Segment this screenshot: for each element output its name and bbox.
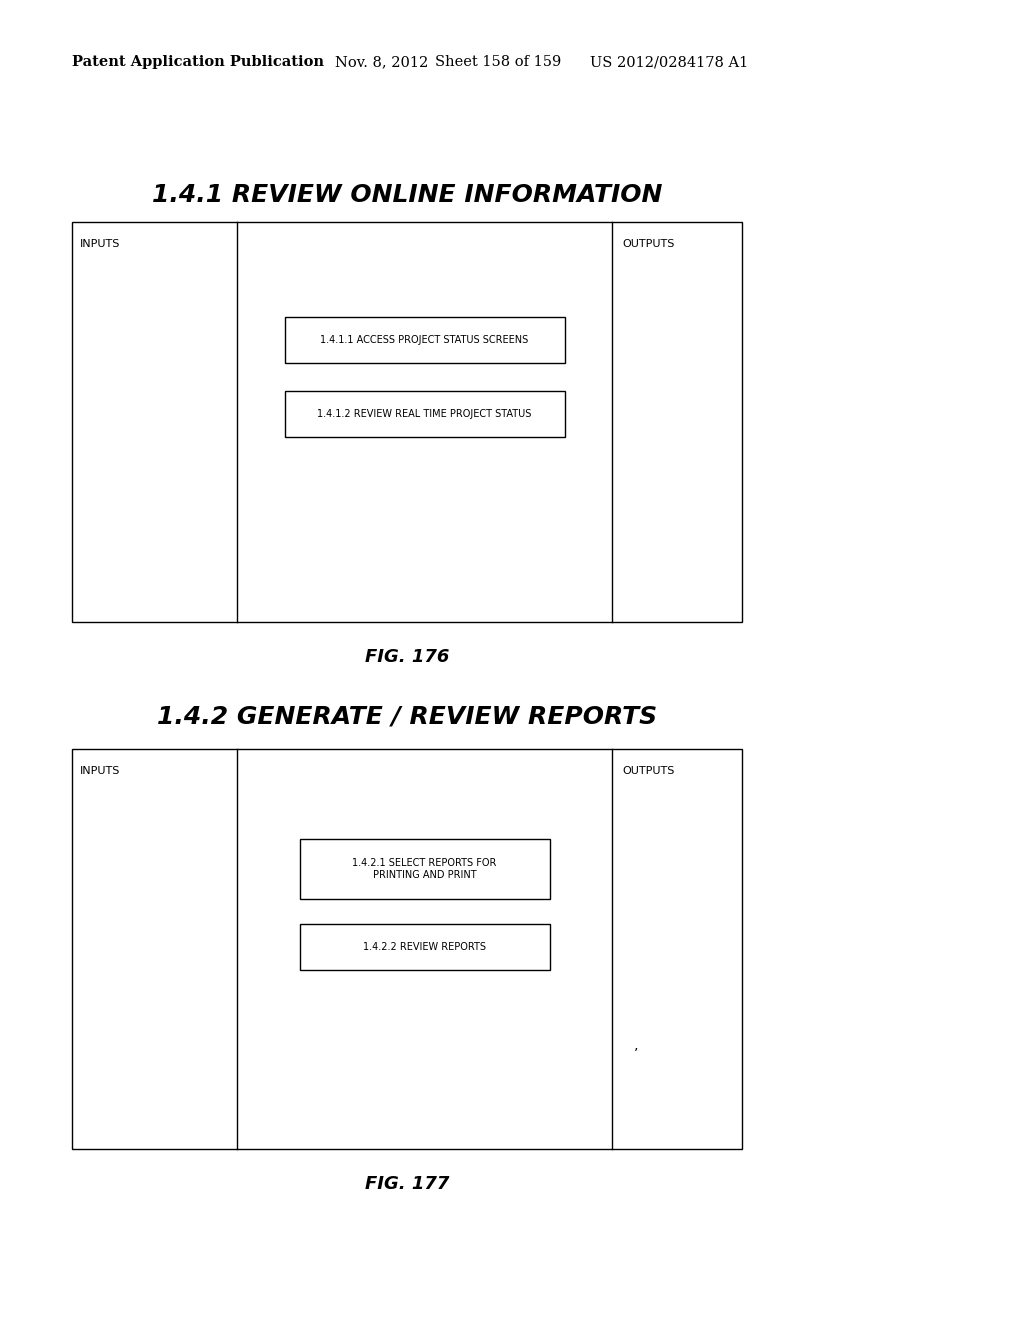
Text: ’: ’ (634, 1047, 638, 1061)
Bar (285, 391, 564, 437)
Text: INPUTS: INPUTS (80, 766, 121, 776)
Bar (72, 748, 742, 1148)
Bar (299, 840, 550, 899)
Text: US 2012/0284178 A1: US 2012/0284178 A1 (590, 55, 749, 69)
Text: 1.4.2.1 SELECT REPORTS FOR
PRINTING AND PRINT: 1.4.2.1 SELECT REPORTS FOR PRINTING AND … (352, 858, 497, 880)
Text: FIG. 176: FIG. 176 (365, 648, 450, 667)
Text: OUTPUTS: OUTPUTS (622, 239, 675, 249)
Text: FIG. 177: FIG. 177 (365, 1175, 450, 1193)
Text: INPUTS: INPUTS (80, 239, 121, 249)
Bar (299, 924, 550, 970)
Text: 1.4.2 GENERATE / REVIEW REPORTS: 1.4.2 GENERATE / REVIEW REPORTS (157, 705, 657, 729)
Text: Nov. 8, 2012: Nov. 8, 2012 (335, 55, 428, 69)
Text: 1.4.1.2 REVIEW REAL TIME PROJECT STATUS: 1.4.1.2 REVIEW REAL TIME PROJECT STATUS (317, 409, 531, 418)
Text: 1.4.2.2 REVIEW REPORTS: 1.4.2.2 REVIEW REPORTS (362, 942, 486, 952)
Bar (285, 317, 564, 363)
Text: Patent Application Publication: Patent Application Publication (72, 55, 324, 69)
Text: 1.4.1 REVIEW ONLINE INFORMATION: 1.4.1 REVIEW ONLINE INFORMATION (152, 183, 663, 207)
Bar (72, 222, 742, 622)
Text: 1.4.1.1 ACCESS PROJECT STATUS SCREENS: 1.4.1.1 ACCESS PROJECT STATUS SCREENS (321, 335, 528, 345)
Text: OUTPUTS: OUTPUTS (622, 766, 675, 776)
Text: Sheet 158 of 159: Sheet 158 of 159 (435, 55, 561, 69)
